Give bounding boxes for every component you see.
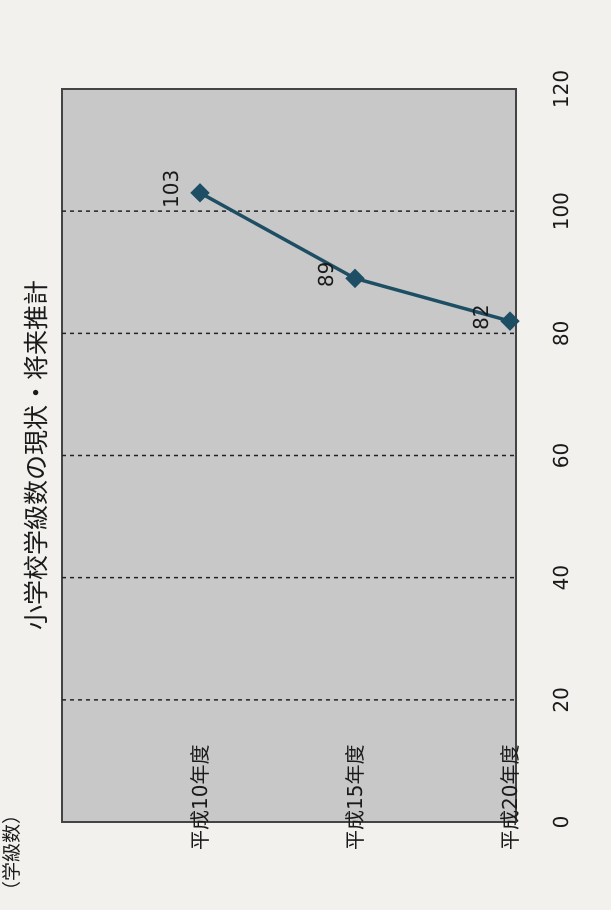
x-tick-label: 平成15年度 — [343, 745, 367, 850]
data-label: 103 — [159, 170, 183, 208]
data-point — [500, 311, 520, 331]
y-axis-title: （学級数） — [1, 805, 23, 900]
y-axis: 0 20 40 60 80 100 120 — [549, 70, 573, 828]
chart-title: 小学校学級数の現状・将来推計 — [22, 280, 51, 630]
x-tick-label: 平成20年度 — [498, 745, 522, 850]
y-tick-label: 40 — [549, 565, 573, 590]
x-tick-label: 平成10年度 — [188, 745, 212, 850]
y-tick-label: 120 — [549, 70, 573, 108]
y-tick-label: 80 — [549, 321, 573, 346]
data-point — [345, 268, 365, 289]
data-label: 82 — [469, 304, 493, 329]
y-tick-label: 60 — [549, 443, 573, 468]
data-label: 89 — [314, 262, 338, 287]
y-tick-label: 0 — [549, 816, 573, 829]
y-tick-label: 100 — [549, 192, 573, 230]
data-labels: 10389828076 — [159, 170, 493, 330]
y-tick-label: 20 — [549, 687, 573, 712]
gridlines — [62, 210, 516, 701]
x-axis: 平成10年度平成15年度平成20年度平成24年度（推計値）平成27年度（推計値） — [188, 745, 522, 850]
data-point — [190, 183, 210, 203]
series-layer — [190, 183, 520, 331]
